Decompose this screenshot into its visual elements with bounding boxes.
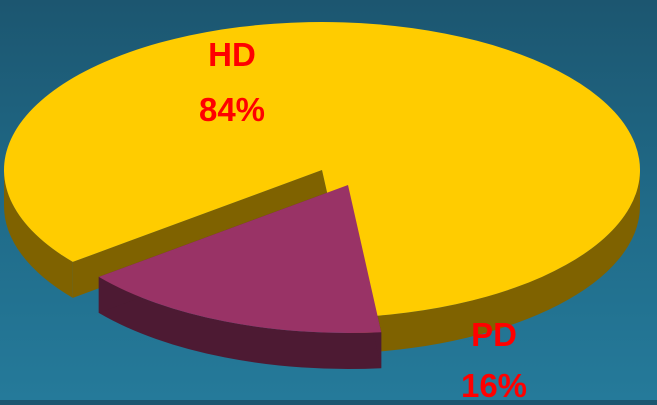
slice-label-pd: PD bbox=[471, 316, 517, 353]
slice-top-pd bbox=[98, 185, 382, 333]
slice-value-pd: 16% bbox=[461, 367, 527, 400]
slice-side-hd bbox=[4, 170, 73, 298]
slice-value-hd: 84% bbox=[199, 91, 265, 128]
slice-side-hd bbox=[355, 170, 640, 354]
pie-tops bbox=[3, 22, 641, 333]
pie-labels: HD 84% PD 16% bbox=[199, 36, 527, 404]
slice-top-hd bbox=[3, 22, 641, 318]
slice-label-hd: HD bbox=[208, 36, 256, 73]
slice-side-pd bbox=[98, 276, 382, 369]
